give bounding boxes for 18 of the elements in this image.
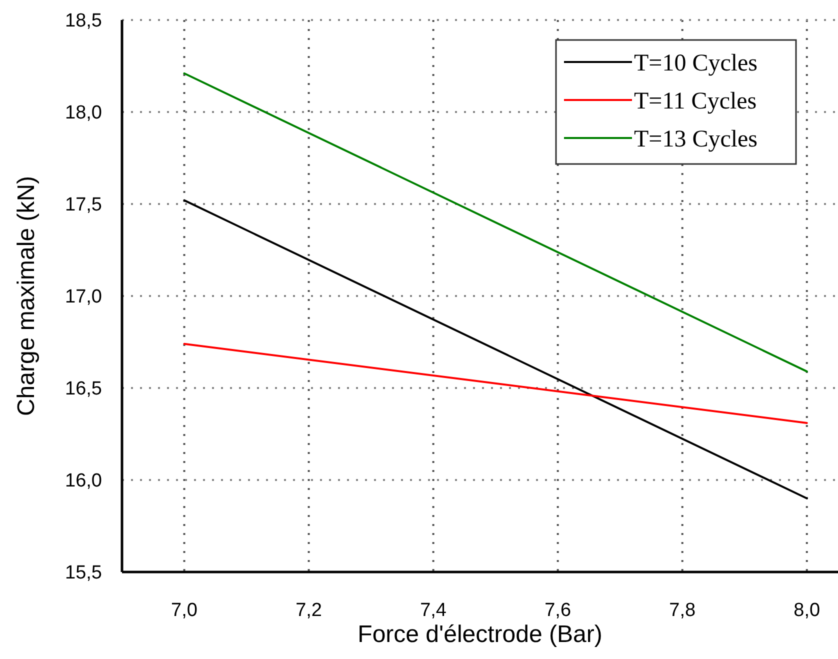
y-tick-label: 18,0 bbox=[65, 102, 102, 124]
y-axis-title: Charge maximale (kN) bbox=[13, 176, 40, 416]
legend-label: T=11 Cycles bbox=[634, 88, 757, 114]
y-tick-label: 16,5 bbox=[65, 378, 102, 400]
x-axis-title: Force d'électrode (Bar) bbox=[358, 621, 602, 648]
legend-label: T=13 Cycles bbox=[634, 126, 758, 152]
x-tick-label: 7,0 bbox=[171, 600, 198, 621]
x-tick-label: 7,6 bbox=[544, 600, 572, 621]
x-tick-label: 7,4 bbox=[420, 600, 447, 621]
y-tick-label: 16,0 bbox=[65, 470, 102, 492]
y-tick-label: 18,5 bbox=[65, 10, 102, 32]
y-tick-label: 15,5 bbox=[65, 562, 102, 584]
legend-label: T=10 Cycles bbox=[634, 50, 758, 76]
x-tick-label: 7,2 bbox=[296, 600, 322, 621]
x-tick-label: 8,0 bbox=[794, 600, 820, 621]
y-tick-label: 17,0 bbox=[65, 286, 102, 308]
x-tick-label: 7,8 bbox=[669, 600, 696, 621]
y-tick-label: 17,5 bbox=[65, 194, 102, 216]
